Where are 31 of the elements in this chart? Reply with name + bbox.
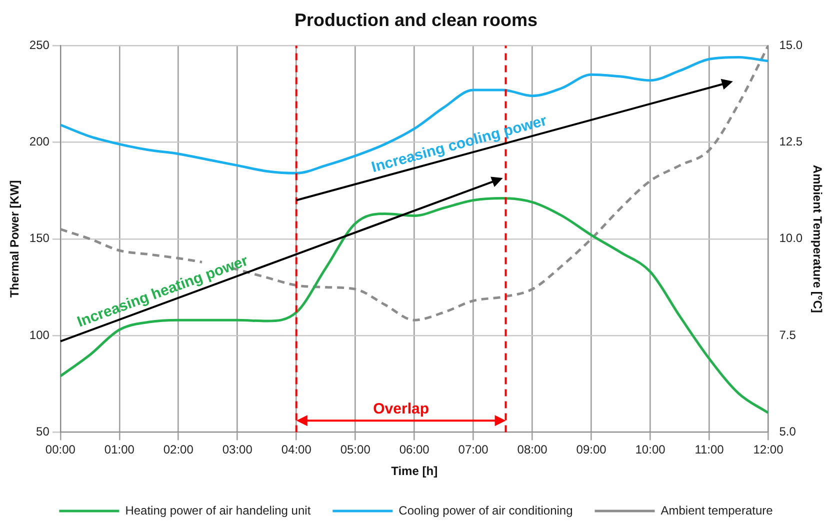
x-tick-label: 04:00 [281,442,312,457]
y2-tick-label: 12.5 [779,134,803,149]
y-tick-label: 200 [29,134,50,149]
x-tick-label: 00:00 [45,442,76,457]
x-tick-label: 02:00 [163,442,194,457]
annotation: Overlap [373,400,429,418]
legend-label: Cooling power of air conditioning [398,503,573,518]
x-tick-label: 01:00 [104,442,135,457]
y-tick-label: 150 [29,231,50,246]
x-tick-label: 12:00 [753,442,784,457]
y2-tick-label: 5.0 [779,424,796,439]
legend-label: Heating power of air handeling unit [125,503,312,518]
x-tick-label: 03:00 [222,442,253,457]
y2-tick-label: 7.5 [779,328,796,342]
x-tick-label: 07:00 [458,442,489,457]
legend-label: Ambient temperature [660,503,774,518]
x-tick-label: 06:00 [399,442,430,457]
x-axis-title: Time [h] [391,464,438,478]
x-tick-label: 10:00 [635,442,666,457]
x-tick-label: 11:00 [694,442,724,457]
y2-tick-label: 15.0 [779,38,803,52]
x-tick-label: 05:00 [340,442,371,457]
y-tick-label: 50 [36,424,50,439]
x-tick-label: 08:00 [517,442,548,457]
chart-title: Production and clean rooms [294,10,538,30]
y2-tick-label: 10.0 [779,231,803,246]
y2-axis-title: Ambient Temperature [°C] [810,164,824,313]
y-tick-label: 250 [29,38,50,52]
x-tick-label: 09:00 [576,442,607,457]
y-axis-title: Thermal Power [KW] [8,180,22,298]
y-tick-label: 100 [29,328,50,342]
